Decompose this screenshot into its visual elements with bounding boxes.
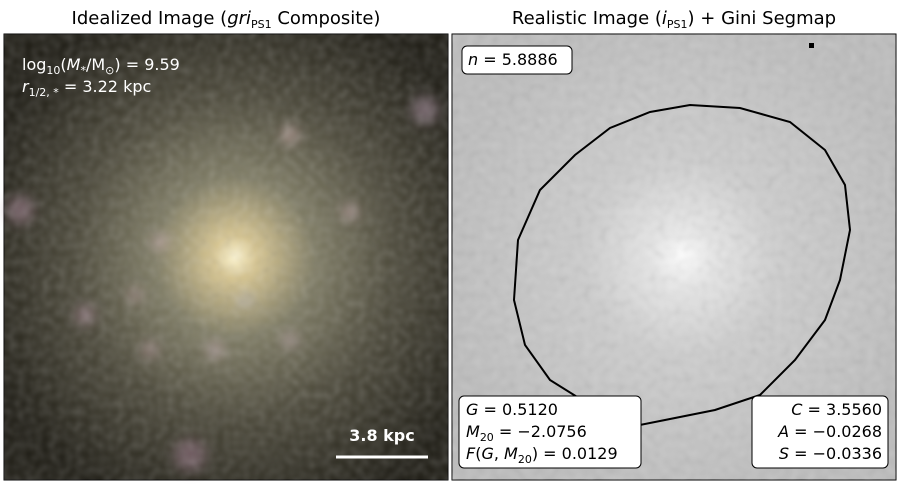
gini-value-part: = 0.5120: [478, 400, 558, 419]
gini-value-part: G: [466, 400, 478, 419]
sersic-index-part: = 5.8886: [478, 50, 558, 69]
f-value: F(G, M20) = 0.0129: [466, 444, 618, 466]
panel-title-part: ) + Gini Segmap: [688, 8, 837, 29]
f-value-part: ) = 0.0129: [532, 444, 618, 463]
concentration-part: = 3.5560: [802, 400, 882, 419]
scale-bar-label: 3.8 kpc: [349, 426, 415, 445]
panel-title-part: gri: [227, 8, 251, 29]
mass-annotation-part: /M: [86, 55, 105, 74]
smoothness-part: = −0.0336: [789, 444, 882, 463]
concentration: C = 3.5560: [791, 400, 882, 419]
mass-annotation-part: log: [22, 55, 46, 74]
texture: [4, 34, 448, 480]
panel-title-part: Idealized Image (: [72, 8, 228, 29]
gini-box: [458, 395, 642, 469]
sersic-index-part: n: [468, 50, 478, 69]
f-value-part: ,: [494, 444, 504, 463]
f-value-part: 20: [518, 453, 532, 466]
f-value-part: (: [475, 444, 481, 463]
panel-title-part: PS1: [667, 18, 688, 31]
panel-title-part: PS1: [251, 18, 272, 31]
m20-value-part: = −2.0756: [494, 422, 587, 441]
smoothness-part: S: [779, 444, 789, 463]
panel-title: Realistic Image (iPS1) + Gini Segmap: [512, 8, 836, 31]
m20-value: M20 = −2.0756: [466, 422, 587, 444]
panel-title-part: i: [662, 8, 667, 29]
radius-annotation-part: 1/2, *: [29, 86, 60, 99]
f-value-part: M: [504, 444, 518, 463]
mass-annotation: log10(M*/M⊙) = 9.59: [22, 55, 180, 77]
asymmetry: A = −0.0268: [777, 422, 882, 441]
radius-annotation-part: r: [22, 77, 30, 96]
cas-box: [751, 395, 889, 469]
asymmetry-part: A: [777, 422, 789, 441]
radius-annotation: r1/2, * = 3.22 kpc: [22, 77, 151, 99]
panel-title-part: Composite): [272, 8, 381, 29]
panel-title-part: Realistic Image (: [512, 8, 662, 29]
f-value-part: G: [481, 444, 493, 463]
mass-annotation-part: ) = 9.59: [114, 55, 179, 74]
m20-value-part: M: [466, 422, 480, 441]
mass-annotation-part: M: [67, 55, 81, 74]
sersic-box: [461, 45, 573, 75]
f-value-part: F: [466, 444, 476, 463]
pixel: [809, 43, 814, 48]
mass-annotation-part: *: [80, 64, 86, 77]
mass-annotation-part: 10: [46, 64, 60, 77]
asymmetry-part: = −0.0268: [789, 422, 882, 441]
gini-value: G = 0.5120: [466, 400, 558, 419]
radius-annotation-part: = 3.22 kpc: [59, 77, 152, 96]
mass-annotation-part: (: [60, 55, 66, 74]
m20-value-part: 20: [480, 431, 494, 444]
panel-title: Idealized Image (griPS1 Composite): [72, 8, 381, 31]
smoothness: S = −0.0336: [779, 444, 882, 463]
concentration-part: C: [791, 400, 803, 419]
mass-annotation-part: ⊙: [105, 64, 114, 77]
sersic-index: n = 5.8886: [468, 50, 558, 69]
